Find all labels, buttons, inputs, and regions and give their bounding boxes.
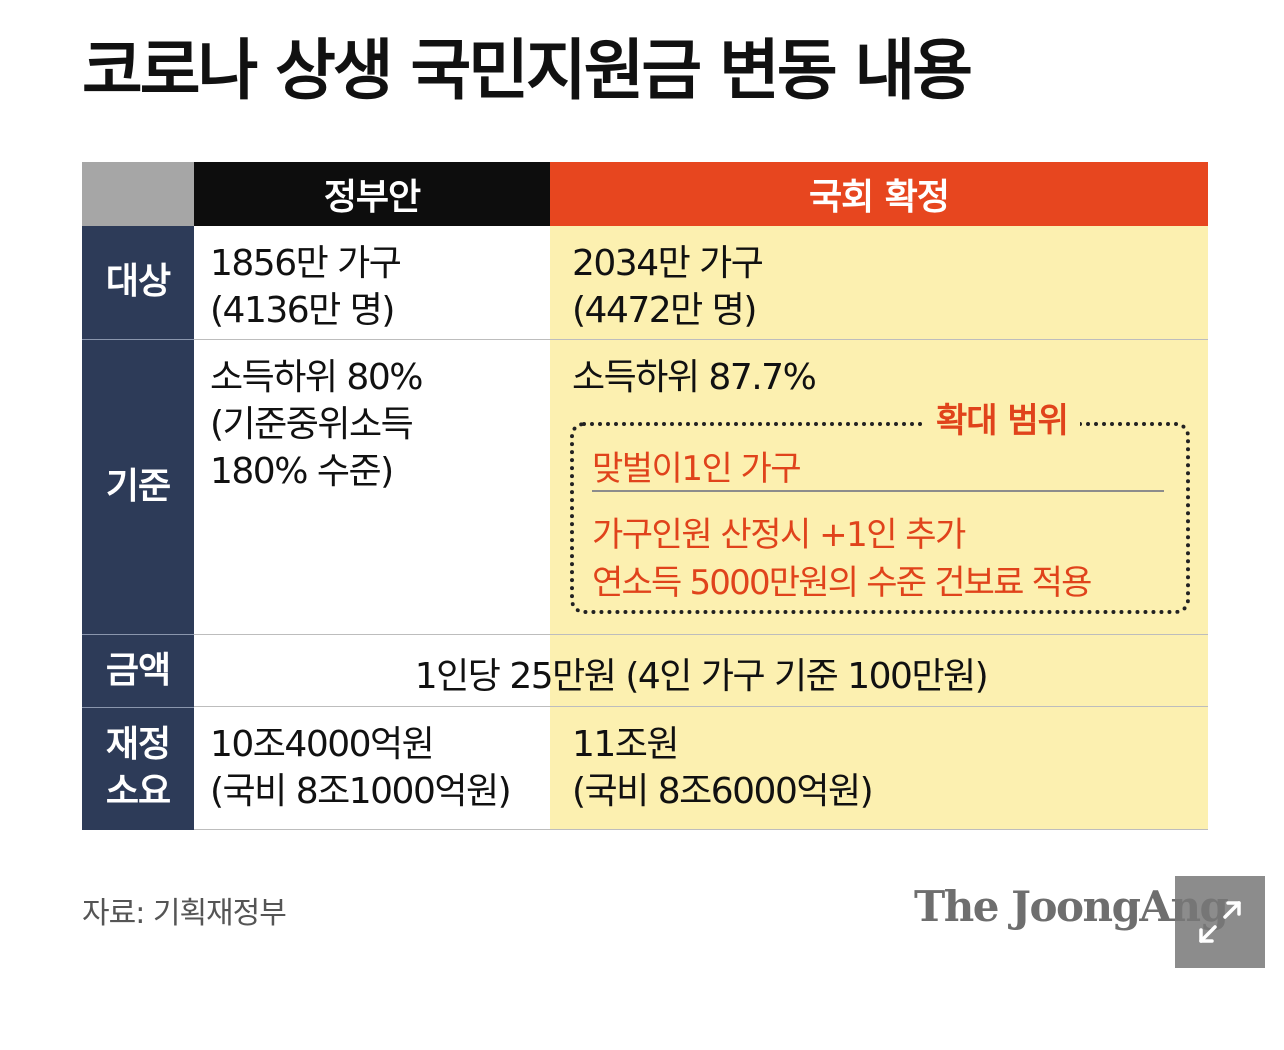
- criteria-gov-cell: 소득하위 80% (기준중위소득 180% 수준): [194, 339, 550, 634]
- budget-national-national-funds: (국비 8조6000억원): [572, 771, 874, 812]
- target-national-people: (4472만 명): [572, 290, 757, 331]
- budget-national-total: 11조원: [572, 724, 680, 765]
- row-label-budget: 재정 소요: [82, 707, 194, 830]
- criteria-national-line1: 소득하위 87.7%: [572, 357, 817, 398]
- expansion-item-household-line2: 연소득 5000만원의 수준 건보료 적용: [592, 563, 1092, 603]
- expansion-scope-title: 확대 범위: [924, 401, 1080, 441]
- row-label-budget-line1: 재정: [105, 724, 171, 766]
- expand-arrows-icon: [1199, 901, 1241, 943]
- row-label-target: 대상: [82, 226, 194, 339]
- criteria-gov-line1: 소득하위 80%: [210, 357, 423, 398]
- amount-text: 1인당 25만원 (4인 가구 기준 100만원): [414, 656, 989, 697]
- target-gov-cell: 1856만 가구 (4136만 명): [194, 226, 550, 339]
- criteria-gov-line3: 180% 수준): [210, 451, 394, 492]
- page-title: 코로나 상생 국민지원금 변동 내용: [82, 32, 973, 109]
- amount-cell: 1인당 25만원 (4인 가구 기준 100만원): [194, 634, 1208, 707]
- budget-gov-national-funds: (국비 8조1000억원): [210, 771, 512, 812]
- column-header-gov: 정부안: [194, 162, 550, 226]
- budget-gov-cell: 10조4000억원 (국비 8조1000억원): [194, 707, 550, 830]
- expansion-divider: [592, 490, 1164, 492]
- expansion-item-household-line1: 가구인원 산정시 +1인 추가: [592, 515, 966, 555]
- criteria-gov-line2: (기준중위소득: [210, 404, 414, 445]
- expand-button[interactable]: [1175, 876, 1265, 968]
- criteria-national-cell: 소득하위 87.7% 확대 범위 맞벌이1인 가구 가구인원 산정시 +1인 추…: [550, 339, 1208, 634]
- target-gov-households: 1856만 가구: [210, 243, 402, 284]
- budget-gov-total: 10조4000억원: [210, 724, 435, 765]
- row-label-amount: 금액: [82, 634, 194, 707]
- column-header-national: 국회 확정: [550, 162, 1208, 226]
- target-national-households: 2034만 가구: [572, 243, 764, 284]
- row-label-criteria: 기준: [82, 339, 194, 634]
- target-gov-people: (4136만 명): [210, 290, 395, 331]
- expansion-scope-box: 확대 범위 맞벌이1인 가구 가구인원 산정시 +1인 추가 연소득 5000만…: [570, 401, 1190, 614]
- budget-national-cell: 11조원 (국비 8조6000억원): [550, 707, 1208, 830]
- table-corner: [82, 162, 194, 226]
- source-note: 자료: 기획재정부: [82, 896, 287, 931]
- row-label-budget-line2: 소요: [105, 771, 171, 812]
- expansion-item-dual-income: 맞벌이1인 가구: [592, 449, 802, 489]
- target-national-cell: 2034만 가구 (4472만 명): [550, 226, 1208, 339]
- comparison-table: 정부안 국회 확정 대상 1856만 가구 (4136만 명) 2034만 가구…: [82, 162, 1208, 830]
